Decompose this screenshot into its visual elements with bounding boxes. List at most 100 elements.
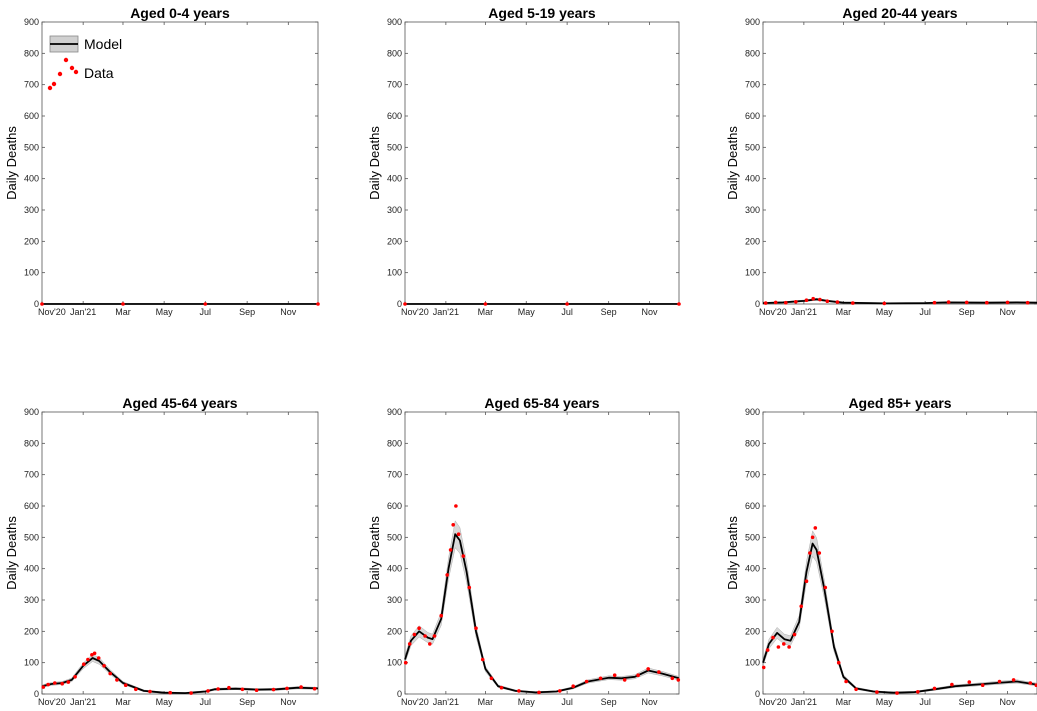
x-tick-label: Jul (200, 307, 212, 317)
data-point (299, 685, 303, 689)
data-point (461, 554, 466, 558)
x-tick-label: Mar (478, 307, 494, 317)
panel-2: 0 100 200 300 400 500 600 700 800 900 Nov'20 Jan'21… (367, 5, 681, 317)
data-point (670, 676, 675, 681)
data-point (946, 300, 951, 304)
x-tick-label: Sep (959, 307, 975, 317)
data-point (1028, 681, 1033, 685)
y-tick-label: 400 (745, 564, 760, 574)
x-tick-label: Mar (836, 307, 852, 317)
data-point (558, 689, 562, 693)
y-tick-label: 200 (24, 626, 39, 636)
data-point (285, 686, 289, 691)
data-point (480, 657, 485, 662)
y-tick-label: 600 (745, 111, 760, 121)
chart-title: Aged 20-44 years (842, 5, 957, 21)
y-tick-label: 900 (745, 407, 760, 417)
data-point (407, 642, 412, 646)
data-point (216, 687, 220, 691)
data-point (86, 657, 90, 662)
x-tick-label: May (876, 307, 894, 317)
y-tick-label: 900 (387, 17, 402, 27)
data-point (432, 634, 437, 638)
y-tick-label: 0 (34, 689, 39, 699)
data-point (598, 676, 603, 681)
data-point (428, 642, 432, 646)
x-tick-label: Nov (1000, 307, 1017, 317)
x-tick-label: Jul (561, 697, 573, 707)
x-tick-label: Mar (478, 697, 494, 707)
y-tick-label: 700 (24, 80, 39, 90)
data-point (782, 642, 786, 646)
data-point (108, 671, 112, 676)
y-axis-label: Daily Deaths (725, 516, 740, 590)
data-point (451, 523, 456, 527)
y-tick-label: 100 (387, 658, 402, 668)
y-tick-label: 100 (24, 268, 39, 278)
y-tick-label: 500 (387, 142, 402, 152)
x-tick-label: Jul (919, 697, 931, 707)
data-point (403, 660, 408, 665)
data-point (82, 662, 86, 666)
x-tick-label: Jan'21 (70, 307, 96, 317)
chart-title: Aged 85+ years (848, 395, 951, 411)
x-tick-label: Nov (280, 307, 297, 317)
data-point (565, 302, 569, 306)
data-point (439, 613, 444, 618)
data-point (761, 665, 766, 670)
x-tick-label: Nov (642, 697, 659, 707)
y-tick-label: 800 (387, 48, 402, 58)
y-tick-label: 0 (755, 299, 760, 309)
data-point (916, 690, 920, 694)
panel-3: 0 100 200 300 400 500 600 700 800 900 Nov'20 Jan'21… (725, 5, 1037, 317)
x-tick-label: Sep (601, 307, 617, 317)
data-point (483, 302, 488, 306)
x-tick-label: May (876, 697, 894, 707)
data-point (825, 299, 830, 304)
x-tick-label: Nov'20 (759, 697, 787, 707)
y-tick-label: 600 (387, 111, 402, 121)
data-point (646, 667, 650, 671)
y-tick-label: 100 (24, 658, 39, 668)
y-axis-label: Daily Deaths (4, 516, 19, 590)
data-point (636, 673, 640, 677)
y-tick-label: 300 (387, 205, 402, 215)
data-point (96, 656, 101, 660)
y-tick-label: 300 (745, 205, 760, 215)
data-point (40, 302, 44, 306)
data-point (810, 535, 815, 540)
x-tick-label: Mar (115, 697, 131, 707)
panel-4: 0 100 200 300 400 500 600 700 800 900 Nov'20 Jan'21… (4, 395, 319, 707)
data-point (823, 585, 828, 590)
data-point (830, 629, 834, 634)
data-point (474, 626, 478, 630)
legend-data-marker (69, 65, 75, 71)
y-tick-label: 900 (24, 407, 39, 417)
y-tick-label: 800 (24, 438, 39, 448)
data-point (622, 678, 627, 682)
legend-data-marker (73, 69, 79, 75)
data-point (808, 551, 812, 555)
data-point (851, 301, 855, 305)
data-point (818, 297, 822, 302)
y-tick-label: 600 (387, 501, 402, 511)
data-point (412, 632, 417, 637)
y-tick-label: 700 (387, 470, 402, 480)
y-tick-label: 400 (745, 174, 760, 184)
y-tick-label: 600 (24, 111, 39, 121)
x-tick-label: May (518, 697, 536, 707)
y-axis-label: Daily Deaths (4, 126, 19, 200)
x-tick-label: May (156, 307, 174, 317)
x-tick-label: Jul (561, 307, 573, 317)
y-tick-label: 800 (24, 48, 39, 58)
data-point (316, 302, 320, 306)
panel-6: 0 100 200 300 400 500 600 700 800 900 Nov'20 Jan'21… (725, 395, 1037, 707)
x-tick-label: Jan'21 (433, 307, 459, 317)
data-point (403, 302, 407, 306)
data-point (844, 679, 848, 684)
axes-box (762, 411, 1037, 695)
data-point (677, 302, 681, 306)
data-point (813, 526, 818, 530)
data-point (1025, 300, 1030, 305)
data-point (676, 678, 681, 682)
